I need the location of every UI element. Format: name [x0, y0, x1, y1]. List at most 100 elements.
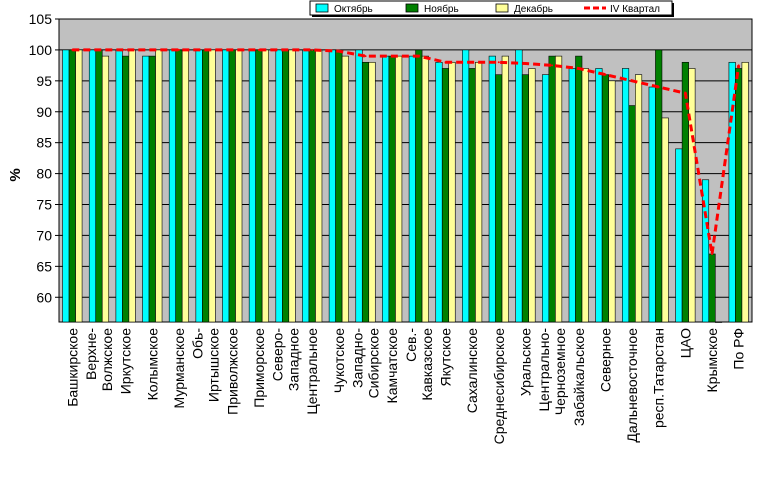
bar — [475, 61, 483, 323]
line-point — [657, 86, 660, 89]
bar — [435, 61, 443, 323]
bar — [555, 55, 563, 323]
x-tick-label: Иркутское — [118, 328, 134, 394]
bar — [142, 55, 150, 323]
bar — [208, 49, 216, 323]
bar — [368, 61, 376, 323]
line-point — [177, 48, 180, 51]
bar — [101, 55, 110, 323]
bar — [728, 61, 736, 323]
bar — [575, 55, 583, 323]
x-tick-label: Центральное — [304, 328, 320, 415]
bar — [95, 49, 103, 323]
line-point — [71, 48, 74, 51]
bar — [495, 74, 503, 323]
bar — [228, 49, 236, 323]
legend-label: Ноябрь — [424, 3, 459, 15]
bar — [595, 68, 603, 323]
bar — [408, 55, 416, 323]
line-point — [257, 48, 260, 51]
x-tick-label: Дальневосточное — [624, 328, 640, 443]
bar — [548, 55, 556, 323]
x-tick-label: Забайкальское — [571, 328, 587, 426]
bar — [115, 49, 123, 323]
bar — [175, 49, 183, 323]
line-point — [471, 61, 474, 64]
y-tick-label: 75 — [36, 197, 52, 213]
line-point — [391, 55, 394, 58]
bar — [488, 55, 496, 323]
legend — [309, 0, 673, 16]
bar — [88, 49, 97, 323]
x-tick-label: Уральское — [517, 328, 533, 396]
bar — [501, 55, 509, 323]
line-point — [417, 55, 420, 58]
bar — [462, 49, 470, 323]
bar — [202, 49, 210, 323]
bar — [714, 321, 723, 323]
bar — [308, 49, 316, 323]
legend-swatch — [315, 3, 329, 13]
bar — [328, 49, 336, 323]
bar — [75, 49, 83, 323]
line-point — [711, 252, 714, 255]
bar — [335, 49, 343, 323]
bar — [542, 74, 550, 323]
line-point — [337, 50, 340, 53]
x-tick-label: Мурманское — [171, 328, 187, 409]
bar — [341, 55, 349, 323]
bar — [441, 68, 450, 323]
bar — [195, 49, 203, 323]
bar — [581, 68, 589, 323]
line-point — [577, 67, 580, 70]
bar — [261, 49, 269, 323]
y-axis-label: % — [7, 168, 24, 181]
bar — [282, 49, 290, 323]
bar — [528, 68, 536, 323]
bar — [601, 74, 609, 323]
bar — [648, 86, 656, 323]
x-tick-label: Якутское — [437, 328, 453, 387]
bar — [235, 49, 243, 323]
bar — [628, 105, 636, 323]
line-point — [551, 64, 554, 67]
bar — [288, 49, 296, 323]
bar — [701, 179, 710, 323]
line-point — [604, 73, 607, 76]
y-tick-label: 65 — [36, 258, 52, 274]
bar — [681, 61, 689, 323]
line-point — [97, 48, 100, 51]
bar — [688, 68, 696, 323]
x-tick-label: Среднесибирское — [491, 328, 507, 445]
line-point — [231, 48, 234, 51]
bar — [222, 49, 230, 323]
plot-area — [58, 18, 753, 323]
x-tick-label: Северо- — [270, 328, 286, 382]
x-tick-label: Башкирское — [64, 328, 80, 407]
bar — [421, 55, 429, 323]
x-tick-label: Приморское — [251, 328, 267, 408]
x-tick-label: Иртышское — [206, 328, 222, 402]
line-point — [631, 79, 634, 82]
bar — [608, 80, 616, 323]
x-tick-label: Обь- — [190, 328, 206, 359]
bar — [122, 55, 130, 323]
x-tick-label: Сахалинское — [464, 328, 480, 413]
line-point — [524, 62, 527, 65]
line-point — [737, 64, 740, 67]
y-tick-label: 70 — [36, 227, 52, 243]
x-tick-label: Центрально- — [536, 328, 552, 412]
bar — [661, 117, 669, 323]
y-tick-label: 85 — [36, 135, 52, 151]
x-tick-label: Крымское — [704, 328, 720, 393]
bar — [128, 49, 136, 323]
legend-swatch — [405, 3, 419, 13]
bar — [382, 55, 390, 323]
bar — [448, 61, 456, 323]
x-tick-label: ЦАО — [677, 328, 693, 358]
bar — [515, 49, 523, 323]
bar — [388, 55, 396, 323]
bar — [655, 49, 663, 323]
x-tick-label: Черноземное — [552, 328, 568, 415]
bar — [415, 49, 423, 323]
